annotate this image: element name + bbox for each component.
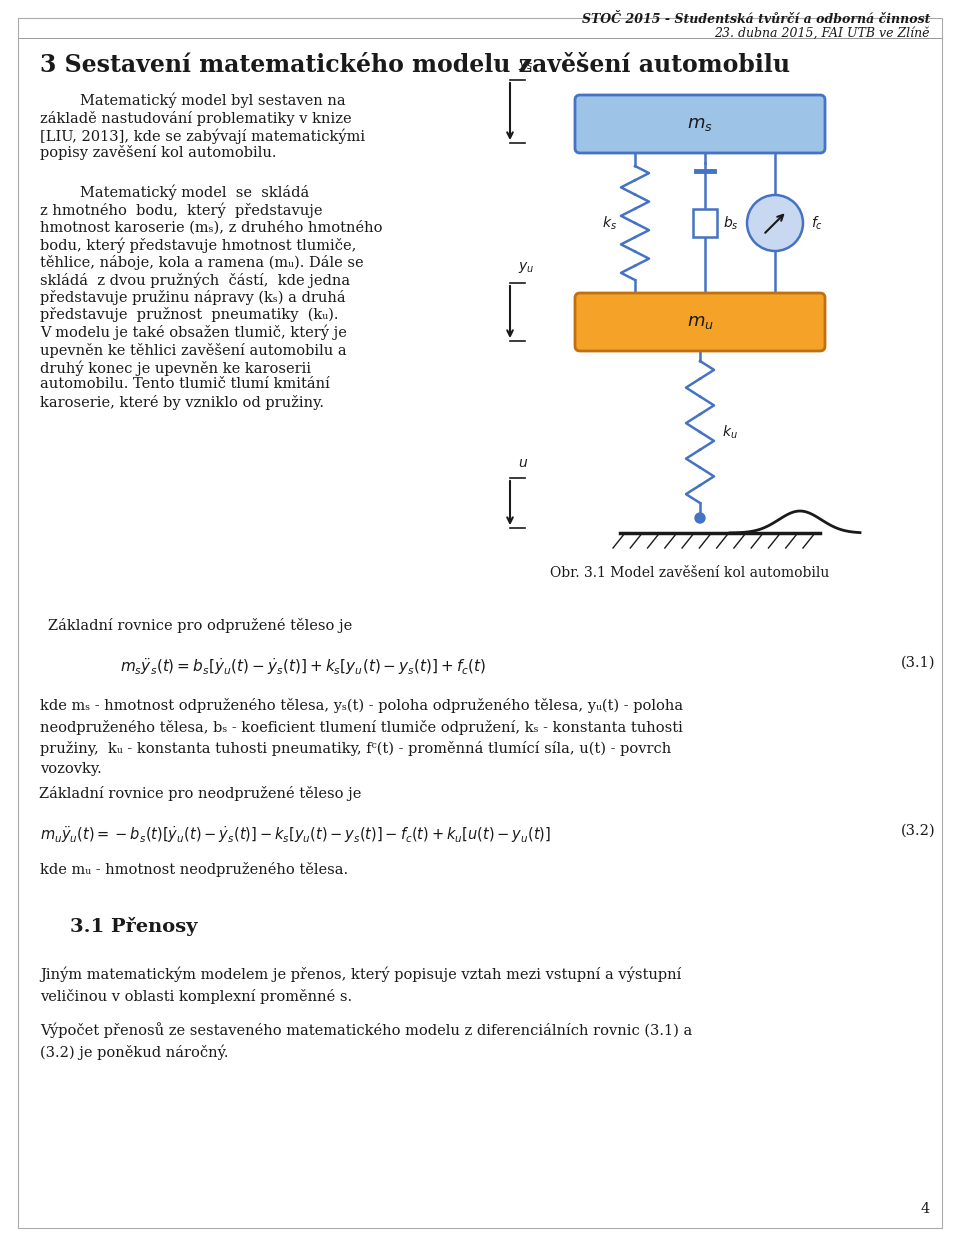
Circle shape xyxy=(747,196,803,251)
Circle shape xyxy=(695,513,705,522)
Text: automobilu. Tento tlumič tlumí kmitání: automobilu. Tento tlumič tlumí kmitání xyxy=(40,378,330,391)
Text: Základní rovnice pro neodpružené těleso je: Základní rovnice pro neodpružené těleso … xyxy=(38,786,361,801)
Text: 3.1 Přenosy: 3.1 Přenosy xyxy=(70,917,198,936)
Text: $m_s\ddot{y}_s(t) = b_s[\dot{y}_u(t) - \dot{y}_s(t)] + k_s[y_u(t) - y_s(t)] + f_: $m_s\ddot{y}_s(t) = b_s[\dot{y}_u(t) - \… xyxy=(120,656,487,677)
Text: (3.2): (3.2) xyxy=(900,825,935,838)
Text: Matematický model byl sestaven na: Matematický model byl sestaven na xyxy=(80,93,346,109)
Text: Výpočet přenosů ze sestaveného matematického modelu z diferenciálních rovnic (3.: Výpočet přenosů ze sestaveného matematic… xyxy=(40,1023,692,1060)
Text: kde mₛ - hmotnost odpruženého tělesa, yₛ(t) - poloha odpruženého tělesa, yᵤ(t) -: kde mₛ - hmotnost odpruženého tělesa, yₛ… xyxy=(40,698,684,776)
Text: hmotnost karoserie (mₛ), z druhého hmotného: hmotnost karoserie (mₛ), z druhého hmotn… xyxy=(40,220,382,234)
Text: $m_u\ddot{y}_u(t) = -b_s(t)[\dot{y}_u(t) - \dot{y}_s(t)] - k_s[y_u(t) - y_s(t)] : $m_u\ddot{y}_u(t) = -b_s(t)[\dot{y}_u(t)… xyxy=(40,825,551,844)
Text: skládá  z dvou pružných  částí,  kde jedna: skládá z dvou pružných částí, kde jedna xyxy=(40,272,350,288)
Text: Matematický model  se  skládá: Matematický model se skládá xyxy=(80,184,309,201)
Text: [LIU, 2013], kde se zabývají matematickými: [LIU, 2013], kde se zabývají matematický… xyxy=(40,128,365,144)
Text: $k_u$: $k_u$ xyxy=(722,423,738,441)
Text: $y_u$: $y_u$ xyxy=(518,260,535,275)
Text: $m_s$: $m_s$ xyxy=(687,115,713,132)
Text: $k_s$: $k_s$ xyxy=(602,214,617,232)
Text: $m_u$: $m_u$ xyxy=(686,313,713,331)
Text: bodu, který představuje hmotnost tlumiče,: bodu, který představuje hmotnost tlumiče… xyxy=(40,238,356,253)
FancyBboxPatch shape xyxy=(575,95,825,154)
Text: Základní rovnice pro odpružené těleso je: Základní rovnice pro odpružené těleso je xyxy=(48,618,352,633)
Text: $u$: $u$ xyxy=(518,456,528,470)
Text: Jiným matematickým modelem je přenos, který popisuje vztah mezi vstupní a výstup: Jiným matematickým modelem je přenos, kt… xyxy=(40,967,682,1004)
FancyBboxPatch shape xyxy=(575,293,825,352)
Text: STOČ 2015 - Studentská tvůrčí a odborná činnost: STOČ 2015 - Studentská tvůrčí a odborná … xyxy=(582,14,930,26)
Text: upevněn ke těhlici zavěšení automobilu a: upevněn ke těhlici zavěšení automobilu a xyxy=(40,343,347,358)
Text: z hmotného  bodu,  který  představuje: z hmotného bodu, který představuje xyxy=(40,203,323,218)
Text: Obr. 3.1 Model zavěšení kol automobilu: Obr. 3.1 Model zavěšení kol automobilu xyxy=(550,566,829,579)
Text: 3 Sestavení matematického modelu zavěšení automobilu: 3 Sestavení matematického modelu zavěšen… xyxy=(40,53,790,77)
Text: $b_s$: $b_s$ xyxy=(723,214,738,232)
Text: (3.1): (3.1) xyxy=(900,656,935,670)
Text: V modelu je také obsažen tlumič, který je: V modelu je také obsažen tlumič, který j… xyxy=(40,326,347,340)
Text: těhlice, náboje, kola a ramena (mᵤ). Dále se: těhlice, náboje, kola a ramena (mᵤ). Dál… xyxy=(40,255,364,270)
Text: základě nastudování problematiky v knize: základě nastudování problematiky v knize xyxy=(40,110,351,125)
Text: 23. dubna 2015, FAI UTB ve Zlíně: 23. dubna 2015, FAI UTB ve Zlíně xyxy=(714,27,930,40)
Text: představuje pružinu nápravy (kₛ) a druhá: představuje pružinu nápravy (kₛ) a druhá xyxy=(40,290,346,305)
Text: karoserie, které by vzniklo od pružiny.: karoserie, které by vzniklo od pružiny. xyxy=(40,395,324,410)
Text: 4: 4 xyxy=(921,1202,930,1216)
Text: kde mᵤ - hmotnost neodpruženého tělesa.: kde mᵤ - hmotnost neodpruženého tělesa. xyxy=(40,862,348,877)
Bar xyxy=(693,209,717,236)
Text: popisy zavěšení kol automobilu.: popisy zavěšení kol automobilu. xyxy=(40,146,276,161)
Text: $y_s$: $y_s$ xyxy=(518,57,534,72)
Text: druhý konec je upevněn ke karoserii: druhý konec je upevněn ke karoserii xyxy=(40,360,311,375)
Text: představuje  pružnost  pneumatiky  (kᵤ).: představuje pružnost pneumatiky (kᵤ). xyxy=(40,307,339,323)
Text: $f_c$: $f_c$ xyxy=(811,214,823,232)
